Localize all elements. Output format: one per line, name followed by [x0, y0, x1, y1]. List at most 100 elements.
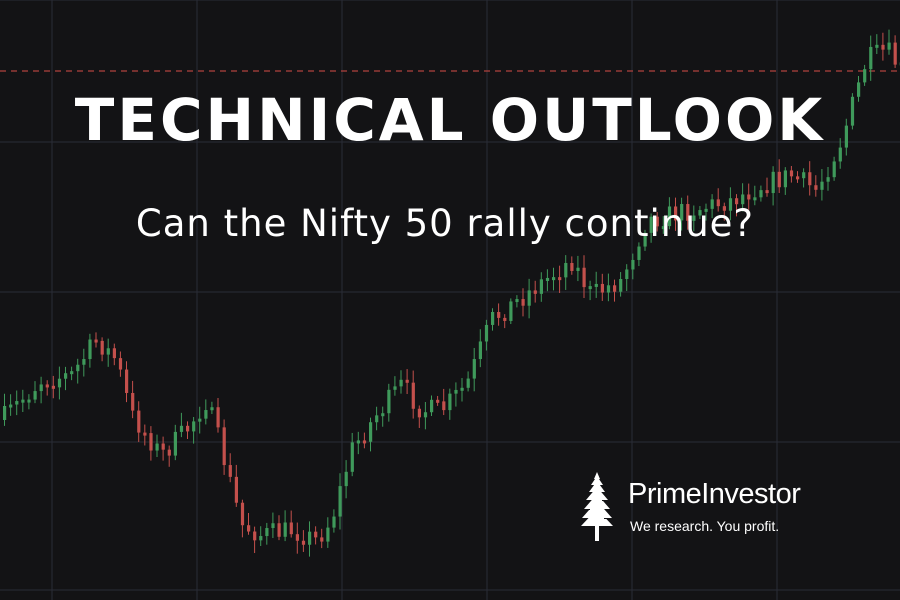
candle-down — [216, 407, 220, 428]
candle-down — [600, 283, 604, 293]
candle-up — [57, 378, 62, 388]
candle-up — [106, 348, 110, 355]
candle-down — [240, 502, 245, 526]
candle-up — [771, 171, 775, 194]
subheadline: Can the Nifty 50 rally continue? — [135, 202, 755, 245]
candle-down — [295, 534, 299, 541]
candle-up — [753, 197, 757, 201]
candle-up — [594, 283, 598, 287]
candle-down — [442, 401, 446, 411]
candle-up — [375, 415, 379, 423]
candle-up — [484, 324, 489, 342]
candle-up — [728, 198, 733, 211]
candle-up — [21, 399, 25, 403]
tree-icon — [581, 472, 613, 541]
candle-up — [466, 378, 470, 388]
candle-up — [76, 364, 80, 372]
candle-down — [881, 44, 885, 50]
candle-up — [9, 404, 13, 408]
candle-up — [399, 379, 403, 387]
candle-down — [436, 399, 440, 403]
candle-up — [259, 536, 263, 541]
candle-down — [570, 262, 574, 271]
candle-up — [527, 290, 531, 306]
candle-down — [582, 267, 586, 288]
candle-down — [149, 433, 153, 451]
candle-down — [277, 523, 281, 537]
candle-down — [686, 204, 690, 221]
candle-up — [82, 359, 86, 365]
candle-down — [655, 216, 659, 227]
candle-up — [643, 232, 647, 247]
candle-up — [838, 147, 842, 162]
candle-up — [869, 46, 873, 70]
candle-up — [710, 199, 714, 209]
candle-up — [3, 406, 7, 420]
candle-up — [832, 161, 836, 178]
candle-up — [631, 259, 635, 270]
candle-up — [393, 386, 397, 390]
candle-down — [405, 379, 409, 383]
candle-up — [423, 412, 428, 418]
candle-up — [606, 285, 611, 293]
candle-up — [173, 431, 177, 456]
candle-up — [369, 422, 373, 442]
candle-up — [649, 216, 653, 233]
candle-down — [94, 339, 98, 343]
candle-down — [186, 425, 190, 432]
candle-down — [301, 540, 306, 545]
candle-up — [680, 204, 684, 221]
candle-up — [454, 389, 458, 394]
brand-name: PrimeInvestor — [628, 478, 801, 510]
candle-up — [850, 96, 855, 126]
candle-up — [271, 523, 275, 529]
candle-up — [332, 516, 336, 528]
candle-up — [308, 531, 312, 545]
candle-down — [417, 408, 421, 418]
candle-up — [326, 527, 330, 542]
candle-up — [820, 181, 824, 190]
candle-down — [735, 198, 739, 205]
candle-up — [783, 170, 787, 188]
candle-down — [45, 384, 49, 388]
candle-up — [192, 421, 196, 432]
candle-up — [588, 286, 592, 290]
candle-up — [64, 373, 68, 379]
candle-up — [625, 269, 629, 279]
candle-up — [381, 413, 385, 417]
candle-down — [161, 443, 165, 450]
candle-up — [478, 341, 482, 360]
candle-down — [765, 190, 769, 194]
candle-up — [155, 443, 159, 451]
candle-down — [112, 348, 116, 359]
candle-down — [167, 449, 171, 456]
candle-up — [887, 42, 891, 50]
candle-down — [289, 522, 293, 535]
candle-down — [814, 185, 818, 190]
candle-up — [350, 442, 354, 472]
candle-down — [716, 199, 720, 207]
candle-up — [509, 301, 513, 321]
candles — [3, 29, 900, 557]
candle-up — [460, 387, 464, 391]
candle-up — [448, 393, 452, 411]
headline: TECHNICAL OUTLOOK — [74, 86, 826, 154]
candle-up — [741, 194, 745, 205]
candle-down — [796, 176, 800, 180]
candle-down — [893, 42, 897, 65]
candle-up — [283, 522, 287, 537]
candle-down — [320, 537, 324, 542]
candle-down — [411, 382, 415, 409]
candle-up — [802, 172, 806, 179]
candle-up — [698, 210, 702, 216]
candle-up — [210, 407, 214, 411]
candle-up — [265, 528, 269, 537]
candle-down — [314, 531, 318, 538]
candle-up — [545, 277, 550, 281]
candle-down — [497, 312, 501, 318]
candle-up — [338, 486, 342, 517]
candle-up — [39, 384, 43, 392]
